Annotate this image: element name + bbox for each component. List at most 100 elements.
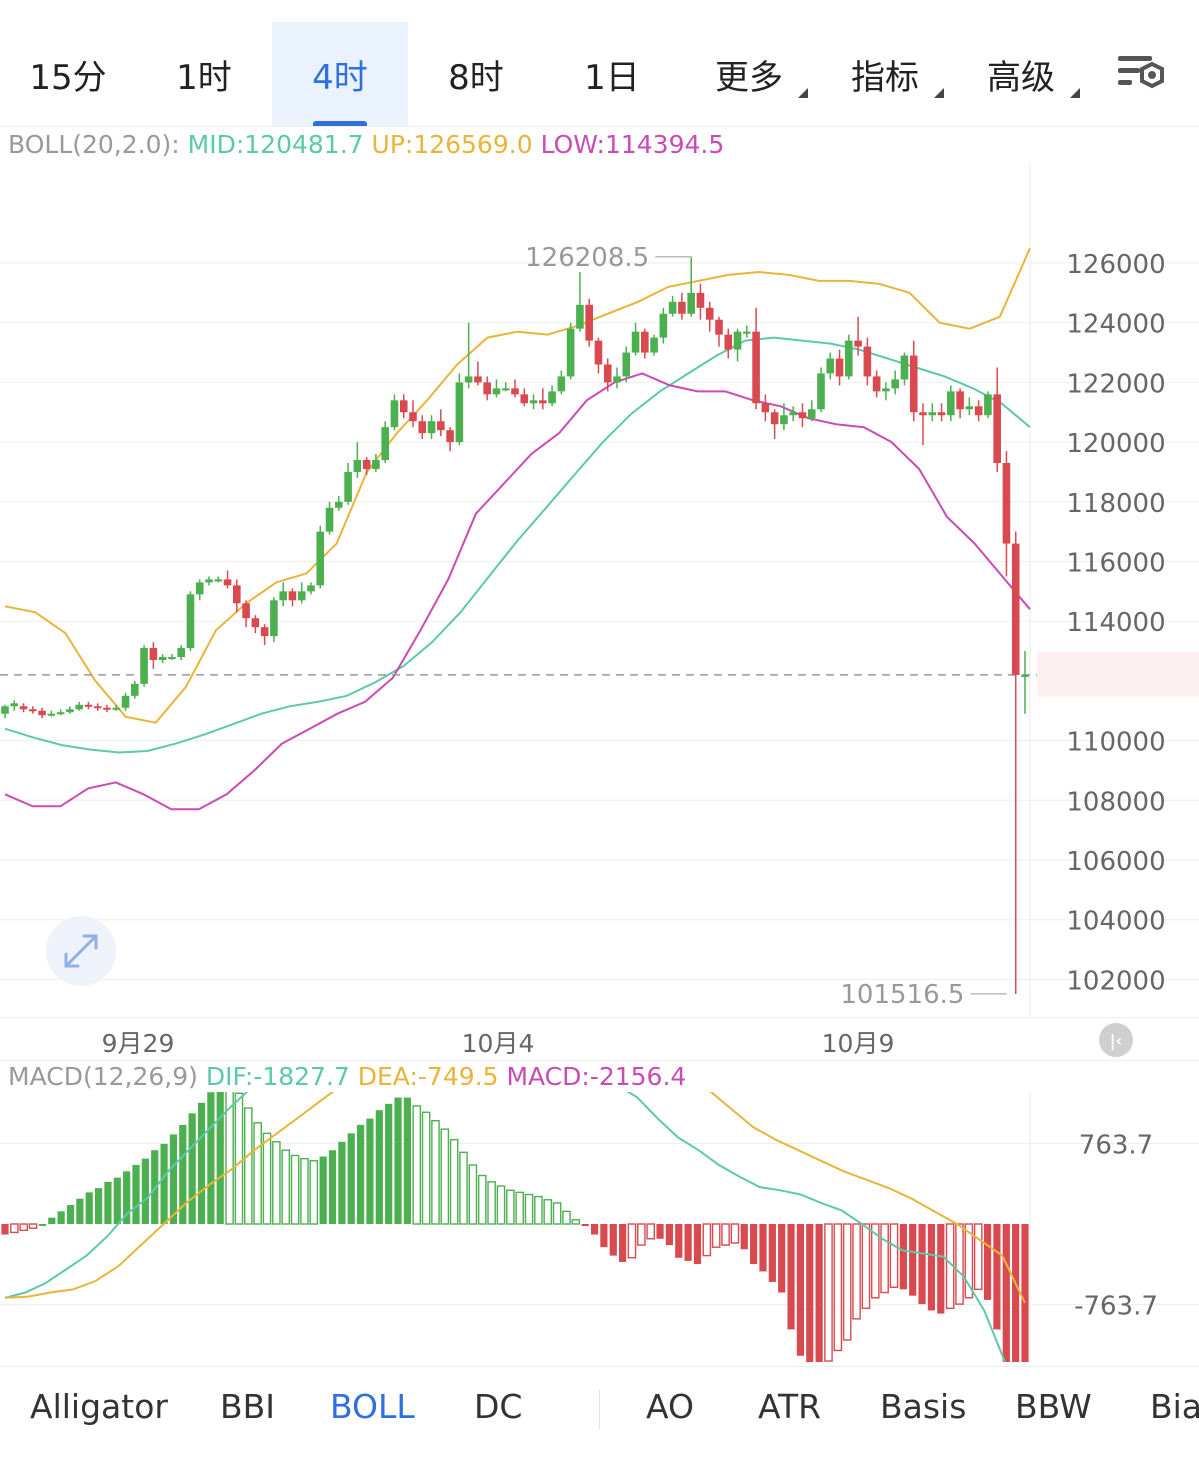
expand-arrows-icon[interactable] [46,916,116,986]
candle-body [325,507,334,532]
price-tick-label: 118000 [1066,489,1165,519]
price-tick-label: 114000 [1066,608,1165,638]
candle-body [214,579,223,582]
indicator-tab-bias[interactable]: Bias [1150,1387,1199,1426]
candle-body [696,292,705,308]
boll-up-line [4,247,1031,724]
macd-bar [796,1224,805,1356]
macd-bar [899,1224,907,1290]
tab-1hour[interactable]: 1时 [136,22,272,126]
candle [743,325,751,338]
settings-gear-icon[interactable] [1112,48,1172,100]
candle-body [140,648,148,684]
indicator-tab-ao[interactable]: AO [646,1387,694,1426]
candle [84,701,93,710]
candle [56,709,65,716]
candle-body [307,585,315,592]
macd-bar [1,1224,9,1235]
candle-body [75,704,83,710]
macd-bar [973,1223,983,1291]
indicator-tab-bbw[interactable]: BBW [1015,1387,1092,1426]
candle-body [242,603,250,619]
candle [205,576,213,586]
indicator-tab-atr[interactable]: ATR [758,1387,822,1426]
candle-body [260,627,269,637]
tab-1day[interactable]: 1日 [544,22,680,126]
advanced-dropdown[interactable]: 高级 [962,22,1080,126]
candle [47,710,56,717]
macd-bar [637,1223,646,1246]
macd-bar [534,1195,543,1225]
candle-body [29,709,37,712]
candle [501,382,510,392]
candle [1,704,9,719]
more-dropdown[interactable]: 更多 [690,22,808,126]
macd-legend-name: MACD(12,26,9) [8,1062,198,1091]
candle [678,292,686,320]
macd-bar [10,1223,19,1234]
high-marker: 126208.5 [525,243,649,273]
boll-low-line [4,372,1031,811]
price-chart[interactable]: 126000 124000 122000 120000 118000 116000 1140… [0,162,1199,1017]
candle-body [409,412,417,422]
candle-body [103,707,111,710]
candle-body [492,388,501,395]
candle [761,394,770,422]
macd-bar [272,1141,281,1225]
candle-body [724,334,733,350]
jump-to-start-icon[interactable]: |‹ [1099,1023,1133,1057]
indicators-dropdown[interactable]: 指标 [826,22,944,126]
candle [576,271,584,332]
candle [446,427,454,452]
macd-bar [609,1224,617,1256]
candle-body [705,307,714,320]
macd-bar [1021,1224,1029,1362]
candle-body [529,400,538,404]
candle [437,409,445,437]
candle-body [817,373,825,410]
macd-bar [216,1092,224,1224]
low-marker: 101516.5 [840,980,964,1010]
candle-body [659,313,668,338]
candle [900,352,909,386]
macd-chart[interactable]: 2.29K763.7-763.7-2.29K [0,1092,1199,1362]
candle [863,337,872,386]
candle-body [520,394,529,404]
candle [455,373,464,446]
candle [260,624,269,646]
macd-bar [889,1223,899,1288]
indicator-tab-bbi[interactable]: BBI [220,1387,276,1426]
macd-bar [394,1097,402,1224]
candle-body [835,358,844,377]
price-tick-label: 122000 [1066,369,1165,399]
tab-8hour[interactable]: 8时 [408,22,544,126]
candle [353,442,362,478]
candle-body [131,683,139,696]
candle [399,394,408,419]
candle-body [845,340,853,377]
macd-bar [964,1223,974,1299]
macd-bar [571,1219,581,1225]
date-label: 10月9 [821,1029,895,1058]
candle-body [121,695,130,708]
tab-4hour[interactable]: 4时 [272,22,408,126]
candle-body [501,388,510,391]
tab-15min[interactable]: 15分 [0,22,136,126]
macd-bar [141,1158,149,1224]
macd-bar [496,1185,506,1225]
candle-body [984,394,992,416]
macd-bar [113,1177,121,1224]
indicator-tab-basis[interactable]: Basis [880,1387,967,1426]
candle [242,600,250,628]
indicator-tab-alligator[interactable]: Alligator [30,1387,168,1426]
indicator-tab-dc[interactable]: DC [474,1387,523,1426]
macd-bar [740,1224,748,1250]
macd-bar [750,1224,758,1265]
candle [566,322,575,380]
candle-body [288,591,297,601]
indicator-tab-boll[interactable]: BOLL [330,1387,415,1426]
macd-bar [806,1224,814,1362]
candle [372,454,380,472]
macd-bar [787,1224,795,1330]
candle [390,394,399,431]
